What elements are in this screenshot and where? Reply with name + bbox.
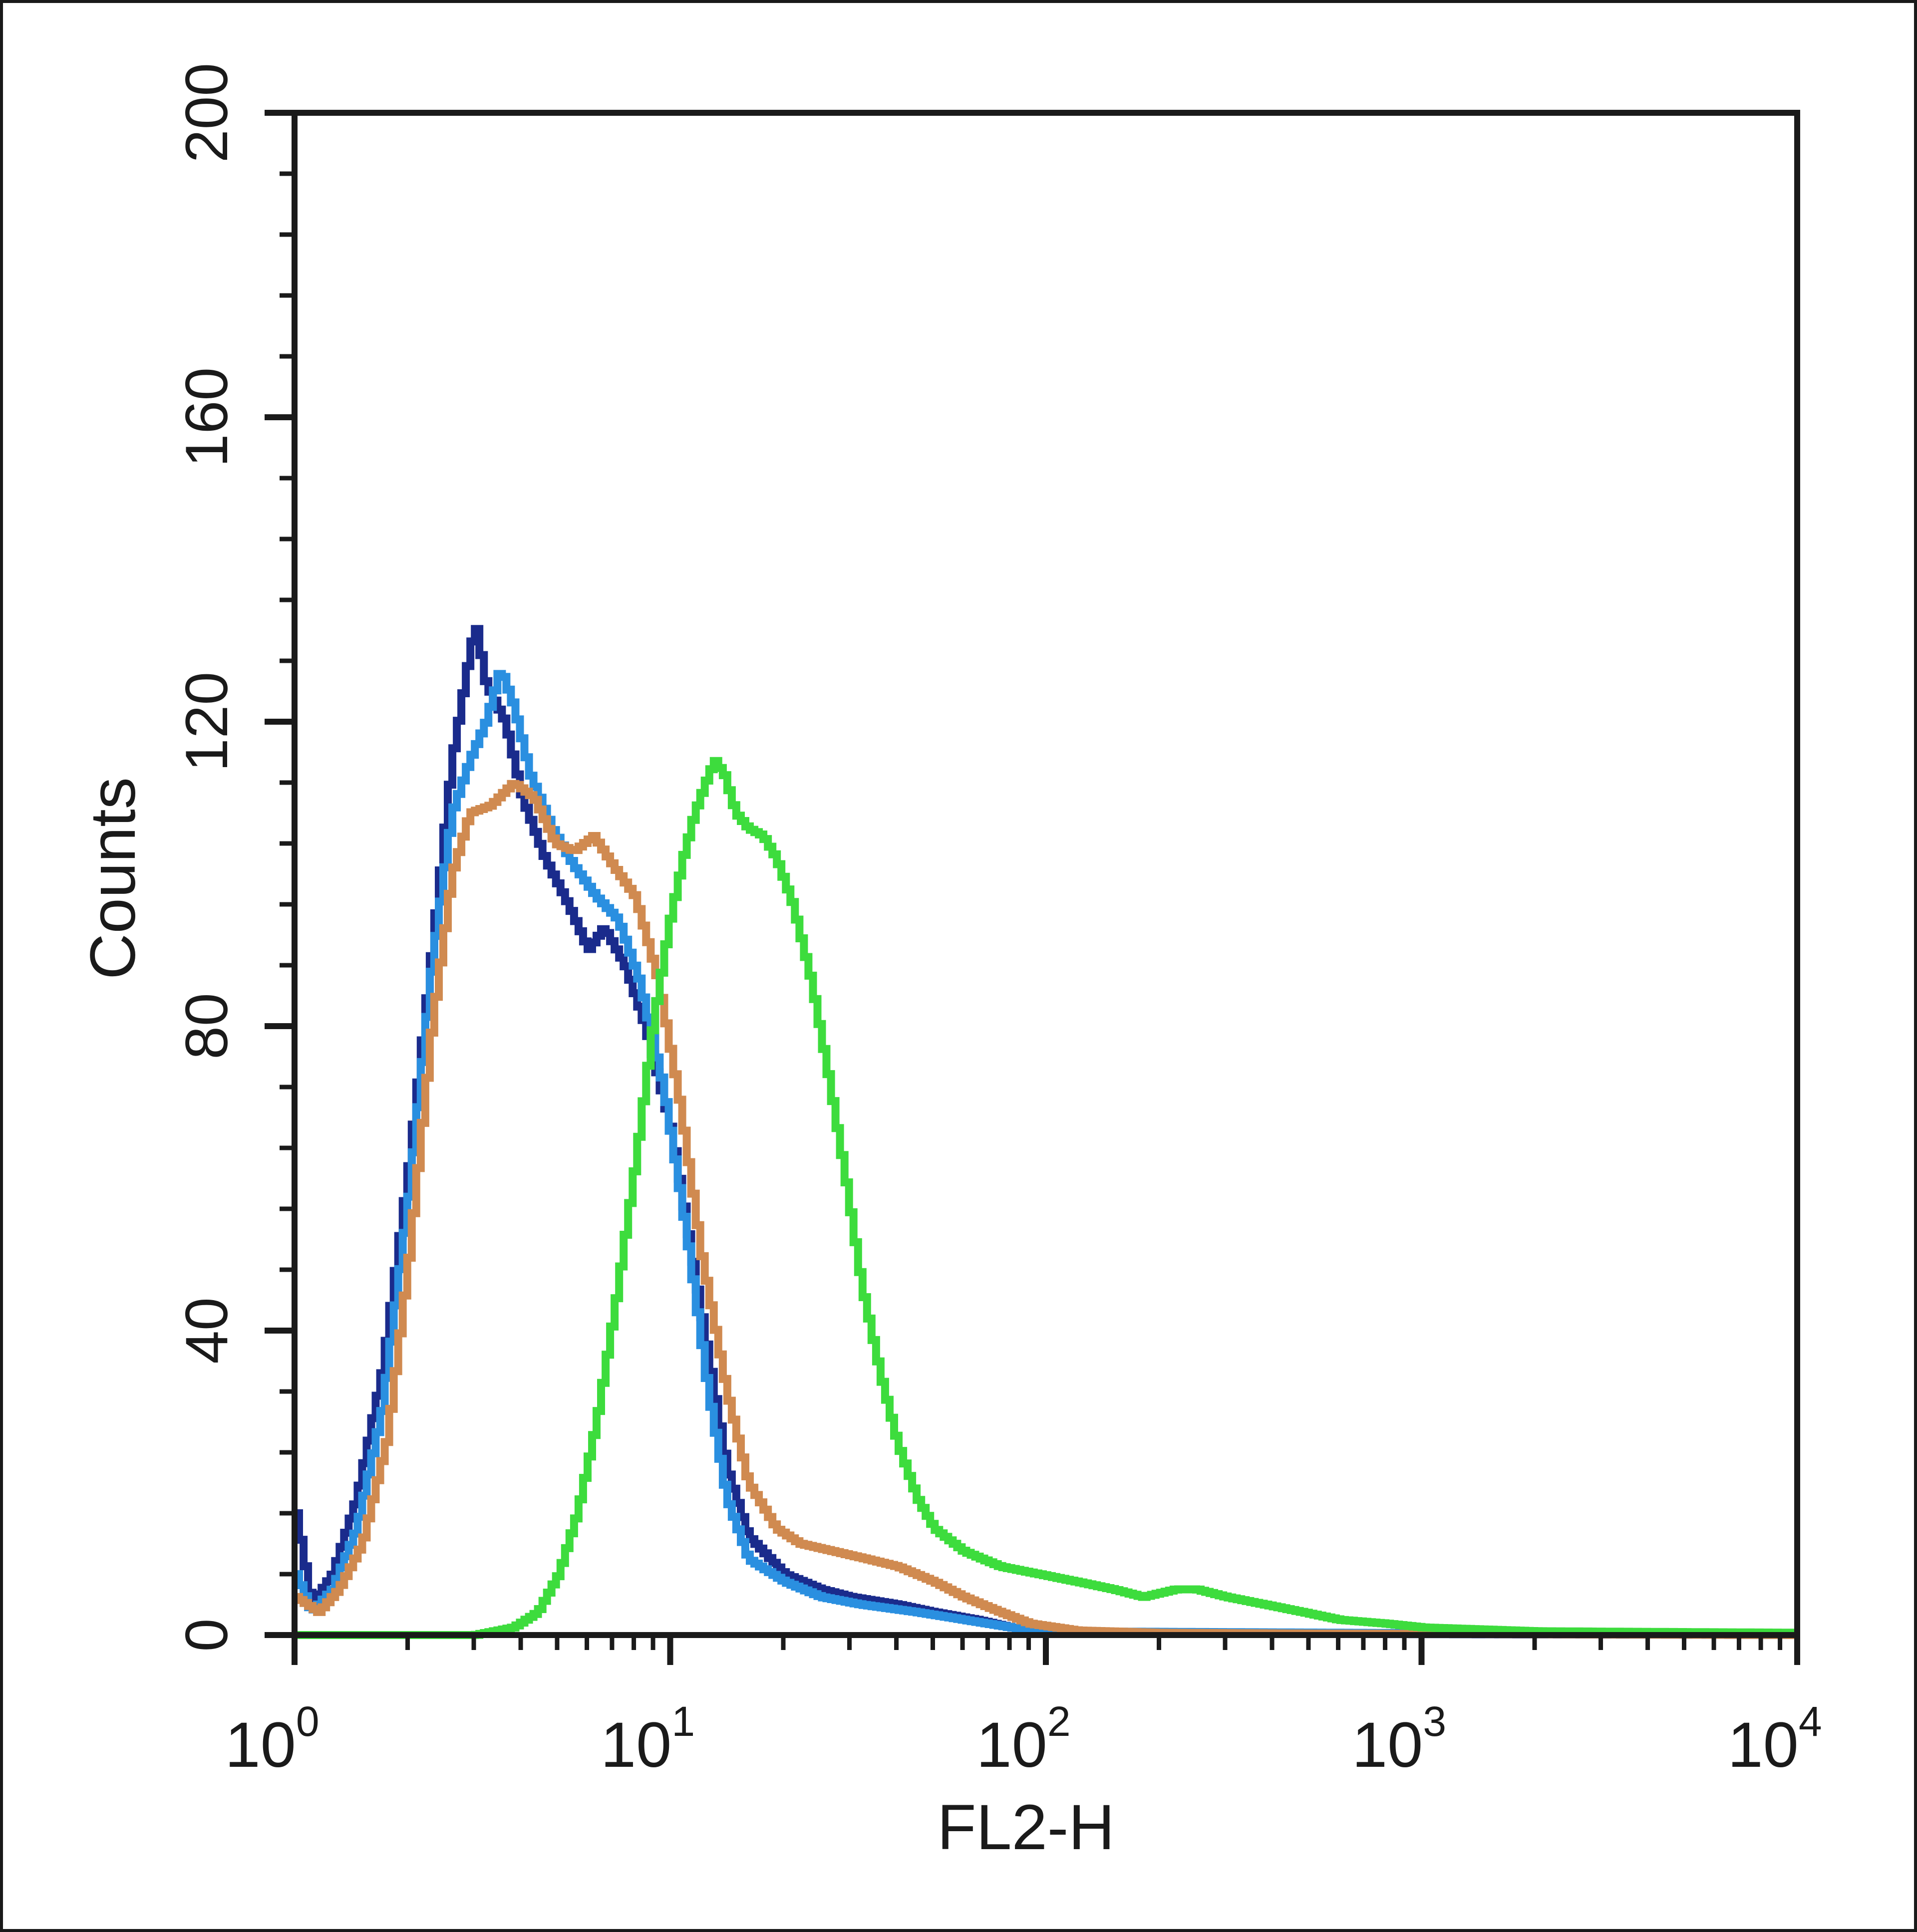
series-line-4 bbox=[295, 757, 1796, 1639]
x-tick-label: 102 bbox=[976, 1698, 1070, 1781]
x-axis-label: FL2-H bbox=[937, 1792, 1115, 1863]
x-tick-label: 104 bbox=[1727, 1698, 1822, 1781]
y-tick-label: 200 bbox=[173, 63, 240, 163]
y-axis: 0 40 80 120 160 200 bbox=[173, 63, 295, 1652]
y-tick-label: 160 bbox=[173, 367, 240, 467]
y-tick-label: 120 bbox=[173, 672, 240, 772]
y-tick-label: 80 bbox=[173, 993, 240, 1059]
y-tick-label: 0 bbox=[173, 1619, 240, 1652]
x-tick-label: 100 bbox=[225, 1698, 319, 1781]
y-tick-label: 40 bbox=[173, 1297, 240, 1364]
plot-area bbox=[295, 113, 1797, 1635]
x-tick-label: 101 bbox=[601, 1698, 695, 1781]
y-axis-label: Counts bbox=[77, 777, 149, 980]
x-axis: 100 101 102 103 104 bbox=[225, 1635, 1822, 1781]
x-tick-label: 103 bbox=[1352, 1698, 1446, 1781]
